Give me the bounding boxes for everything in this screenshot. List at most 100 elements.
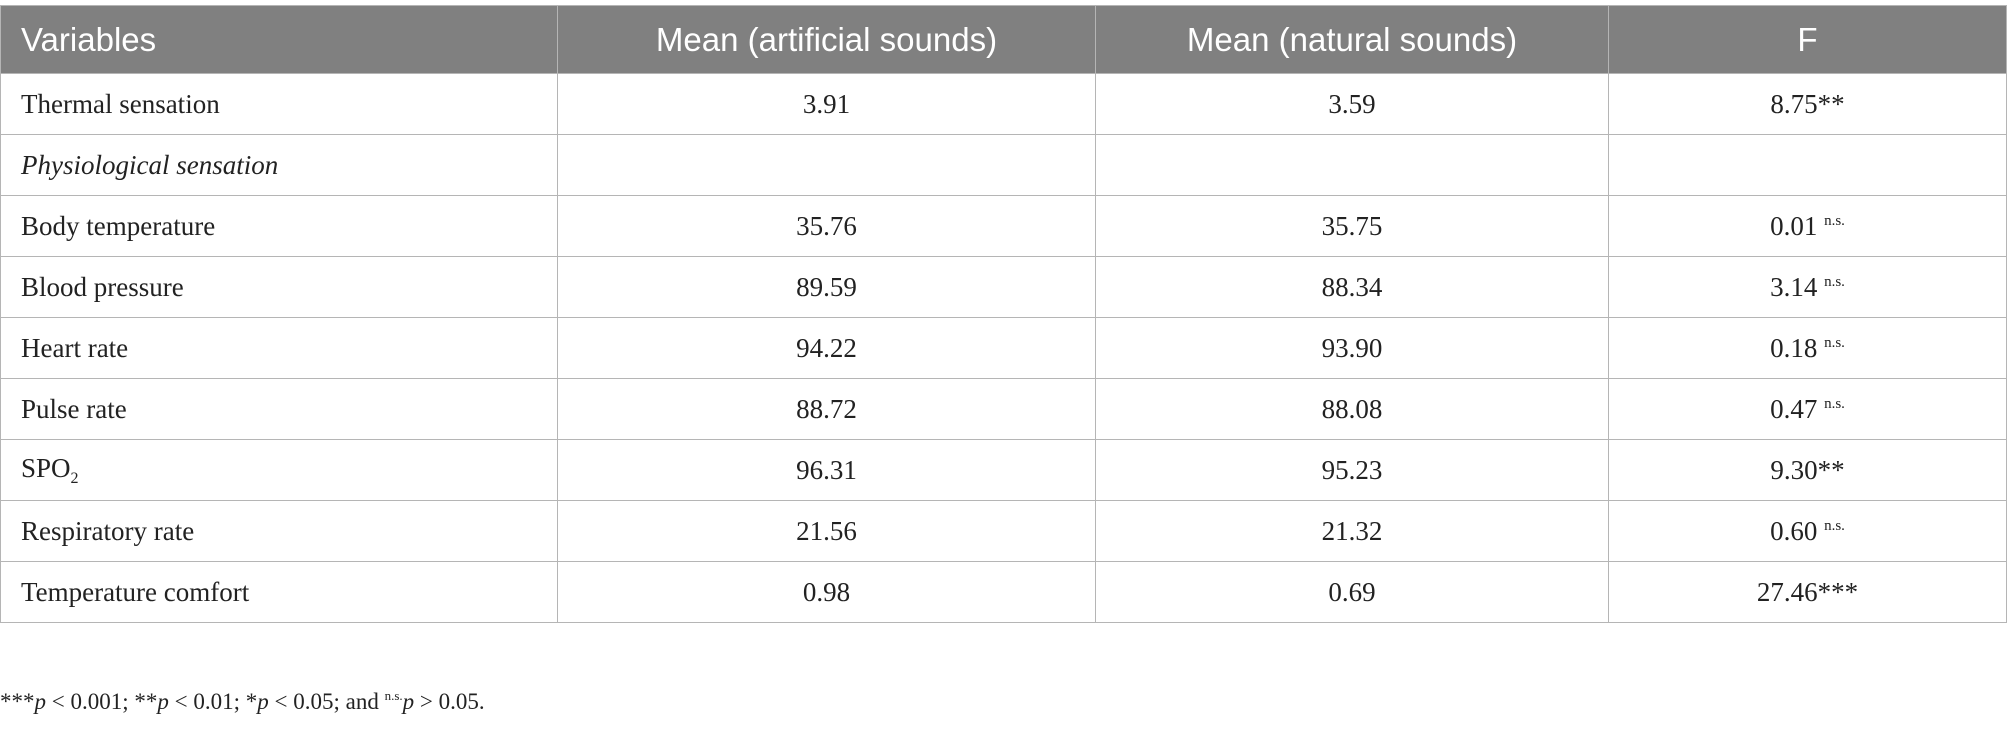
variable-label: Body temperature — [21, 210, 216, 241]
variable-cell: Heart rate — [0, 317, 558, 379]
natural-value: 35.75 — [1321, 210, 1383, 241]
variable-label: Pulse rate — [21, 393, 127, 424]
variable-label: Heart rate — [21, 332, 129, 363]
natural-cell — [1095, 134, 1609, 196]
header-cell: Mean (natural sounds) — [1095, 5, 1609, 74]
natural-value: 0.69 — [1328, 576, 1376, 607]
variable-cell: Pulse rate — [0, 378, 558, 440]
table-row: Temperature comfort 0.98 0.69 27.46*** — [0, 561, 2007, 623]
f-value: 0.47 — [1770, 393, 1818, 424]
artificial-cell: 35.76 — [557, 195, 1096, 257]
artificial-value: 0.98 — [802, 576, 851, 607]
artificial-value: 21.56 — [796, 515, 857, 546]
artificial-value: 88.72 — [796, 393, 857, 424]
significance: n.s. — [1824, 334, 1845, 351]
artificial-cell: 0.98 — [557, 561, 1096, 623]
footnote-part: < 0.05; and — [268, 689, 385, 714]
f-value: 8.75** — [1770, 88, 1845, 119]
table-row: Pulse rate 88.72 88.08 0.47 n.s. — [0, 378, 2007, 440]
natural-value: 95.23 — [1321, 454, 1383, 485]
variable-cell: Temperature comfort — [0, 561, 558, 623]
natural-cell: 95.23 — [1095, 439, 1609, 501]
artificial-cell — [557, 134, 1096, 196]
footnote-part: n.s. — [384, 688, 403, 703]
significance: n.s. — [1824, 212, 1845, 229]
natural-value: 3.59 — [1328, 88, 1376, 119]
natural-value: 21.32 — [1321, 515, 1383, 546]
f-cell: 9.30** — [1608, 439, 2007, 501]
table-row: Heart rate 94.22 93.90 0.18 n.s. — [0, 317, 2007, 379]
header-row: Variables Mean (artificial sounds) Mean (n… — [0, 5, 2007, 74]
variable-cell: Body temperature — [0, 195, 558, 257]
table-row: Thermal sensation 3.91 3.59 8.75** — [0, 73, 2007, 135]
footnote-part: p — [157, 689, 169, 714]
natural-cell: 88.34 — [1095, 256, 1609, 318]
natural-value: 88.08 — [1321, 393, 1383, 424]
f-cell — [1608, 134, 2007, 196]
variable-label: Physiological sensation — [21, 149, 279, 180]
variable-label: SPO — [21, 452, 71, 483]
variable-cell: Physiological sensation — [0, 134, 558, 196]
footnote-part: p — [34, 689, 47, 714]
f-cell: 0.47 n.s. — [1608, 378, 2007, 440]
f-value: 0.01 — [1770, 210, 1818, 241]
natural-cell: 3.59 — [1095, 73, 1609, 135]
artificial-value: 3.91 — [802, 88, 851, 119]
table-row: SPO2 96.31 95.23 9.30** — [0, 439, 2007, 501]
significance: n.s. — [1824, 273, 1845, 290]
natural-cell: 88.08 — [1095, 378, 1609, 440]
f-cell: 0.01 n.s. — [1608, 195, 2007, 257]
subscript: 2 — [70, 469, 79, 487]
f-value: 3.14 — [1770, 271, 1818, 302]
table-row: Respiratory rate 21.56 21.32 0.60 n.s. — [0, 500, 2007, 562]
artificial-value: 35.76 — [796, 210, 857, 241]
footnote-part: < 0.01; * — [168, 689, 258, 714]
header-cell: Variables — [0, 5, 558, 74]
footnote-part: p — [257, 689, 269, 714]
artificial-cell: 3.91 — [557, 73, 1096, 135]
variable-label: Thermal sensation — [21, 88, 220, 119]
header-cell: F — [1608, 5, 2007, 74]
f-value: 27.46*** — [1756, 576, 1859, 607]
artificial-cell: 96.31 — [557, 439, 1096, 501]
table-row: Physiological sensation — [0, 134, 2007, 196]
f-cell: 27.46*** — [1608, 561, 2007, 623]
variable-label: Respiratory rate — [21, 515, 195, 546]
table-row: Body temperature 35.76 35.75 0.01 n.s. — [0, 195, 2007, 257]
artificial-cell: 94.22 — [557, 317, 1096, 379]
variable-cell: Blood pressure — [0, 256, 558, 318]
f-cell: 0.60 n.s. — [1608, 500, 2007, 562]
f-cell: 3.14 n.s. — [1608, 256, 2007, 318]
f-value: 0.60 — [1770, 515, 1818, 546]
artificial-cell: 89.59 — [557, 256, 1096, 318]
natural-value: 88.34 — [1321, 271, 1383, 302]
table-row: Blood pressure 89.59 88.34 3.14 n.s. — [0, 256, 2007, 318]
footnote-part: *** — [0, 689, 35, 714]
footnote: ***p < 0.001; **p < 0.01; *p < 0.05; and… — [0, 688, 485, 715]
artificial-cell: 21.56 — [557, 500, 1096, 562]
f-cell: 0.18 n.s. — [1608, 317, 2007, 379]
variable-cell: Thermal sensation — [0, 73, 558, 135]
variable-cell: SPO2 — [0, 439, 558, 501]
artificial-value: 96.31 — [796, 454, 857, 485]
artificial-value: 94.22 — [796, 332, 857, 363]
header-cell: Mean (artificial sounds) — [557, 5, 1096, 74]
natural-cell: 0.69 — [1095, 561, 1609, 623]
natural-value: 93.90 — [1321, 332, 1383, 363]
natural-cell: 35.75 — [1095, 195, 1609, 257]
footnote-part: > 0.05. — [414, 689, 485, 714]
natural-cell: 21.32 — [1095, 500, 1609, 562]
artificial-cell: 88.72 — [557, 378, 1096, 440]
f-cell: 8.75** — [1608, 73, 2007, 135]
footnote-part: p — [402, 689, 415, 714]
significance: n.s. — [1824, 517, 1845, 534]
artificial-value: 89.59 — [796, 271, 857, 302]
footnote-part: < 0.001; ** — [46, 689, 158, 714]
natural-cell: 93.90 — [1095, 317, 1609, 379]
variable-label: Temperature comfort — [21, 576, 250, 607]
results-table: Variables Mean (artificial sounds) Mean (n… — [0, 5, 2007, 623]
table-body: Thermal sensation 3.91 3.59 8.75** Physiolog… — [0, 73, 2007, 623]
significance: n.s. — [1824, 395, 1845, 412]
variable-label: Blood pressure — [21, 271, 184, 302]
